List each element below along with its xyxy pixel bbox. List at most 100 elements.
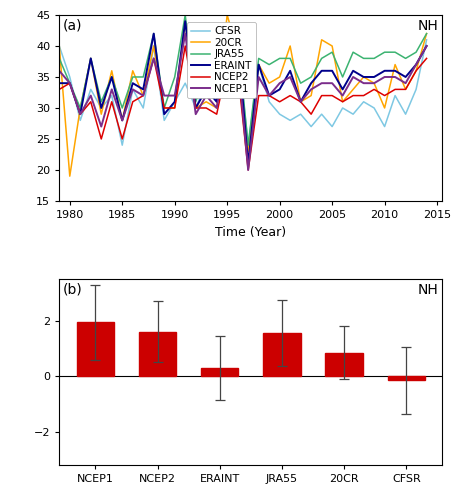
NCEP2 <box>276 99 282 105</box>
NCEP1 <box>245 167 250 173</box>
NCEP1 <box>67 80 72 86</box>
NCEP1 <box>151 56 156 62</box>
NCEP1 <box>360 80 365 86</box>
20CR <box>109 68 114 74</box>
NCEP2 <box>412 68 418 74</box>
JRA55 <box>287 56 292 62</box>
CFSR <box>182 80 187 86</box>
NCEP2 <box>360 92 365 98</box>
ERAINT <box>56 80 62 86</box>
ERAINT <box>370 74 376 80</box>
NCEP2 <box>119 136 125 142</box>
ERAINT <box>203 86 208 92</box>
NCEP2 <box>203 105 208 111</box>
20CR <box>161 105 167 111</box>
20CR <box>412 68 418 74</box>
CFSR <box>172 99 177 105</box>
NCEP2 <box>213 111 219 117</box>
CFSR <box>98 105 104 111</box>
ERAINT <box>266 92 271 98</box>
20CR <box>402 86 407 92</box>
JRA55 <box>370 56 376 62</box>
JRA55 <box>192 99 198 105</box>
NCEP1 <box>391 74 397 80</box>
NCEP1 <box>213 105 219 111</box>
20CR <box>172 105 177 111</box>
ERAINT <box>130 80 135 86</box>
Bar <box>263 333 300 376</box>
NCEP1 <box>119 118 125 124</box>
JRA55 <box>297 80 303 86</box>
20CR <box>203 99 208 105</box>
CFSR <box>88 86 93 92</box>
CFSR <box>412 86 418 92</box>
NCEP1 <box>182 30 187 36</box>
CFSR <box>67 74 72 80</box>
JRA55 <box>318 56 324 62</box>
JRA55 <box>255 56 261 62</box>
NCEP2 <box>318 92 324 98</box>
JRA55 <box>423 30 428 36</box>
CFSR <box>318 111 324 117</box>
JRA55 <box>109 74 114 80</box>
ERAINT <box>213 99 219 105</box>
CFSR <box>203 80 208 86</box>
20CR <box>245 148 250 154</box>
CFSR <box>255 62 261 68</box>
NCEP2 <box>234 68 240 74</box>
20CR <box>308 92 313 98</box>
Line: CFSR: CFSR <box>59 40 425 145</box>
NCEP2 <box>151 56 156 62</box>
NCEP2 <box>255 92 261 98</box>
20CR <box>276 74 282 80</box>
CFSR <box>349 111 355 117</box>
ERAINT <box>140 86 146 92</box>
20CR <box>98 111 104 117</box>
JRA55 <box>329 49 334 55</box>
CFSR <box>370 105 376 111</box>
ERAINT <box>308 80 313 86</box>
JRA55 <box>266 62 271 68</box>
ERAINT <box>329 68 334 74</box>
NCEP2 <box>297 99 303 105</box>
JRA55 <box>172 74 177 80</box>
JRA55 <box>151 30 156 36</box>
NCEP1 <box>318 80 324 86</box>
CFSR <box>151 43 156 49</box>
CFSR <box>213 99 219 105</box>
JRA55 <box>203 68 208 74</box>
NCEP2 <box>266 92 271 98</box>
20CR <box>224 12 229 18</box>
NCEP1 <box>203 92 208 98</box>
ERAINT <box>77 111 83 117</box>
20CR <box>151 43 156 49</box>
JRA55 <box>360 56 365 62</box>
20CR <box>370 80 376 86</box>
20CR <box>182 18 187 24</box>
JRA55 <box>339 74 344 80</box>
20CR <box>266 80 271 86</box>
CFSR <box>339 105 344 111</box>
ERAINT <box>423 43 428 49</box>
NCEP1 <box>381 74 386 80</box>
Line: 20CR: 20CR <box>59 15 425 176</box>
NCEP2 <box>182 43 187 49</box>
NCEP2 <box>245 167 250 173</box>
NCEP1 <box>140 92 146 98</box>
20CR <box>119 118 125 124</box>
CFSR <box>161 118 167 124</box>
Text: NH: NH <box>417 283 438 297</box>
ERAINT <box>349 68 355 74</box>
Text: NH: NH <box>417 18 438 32</box>
JRA55 <box>412 49 418 55</box>
JRA55 <box>213 80 219 86</box>
ERAINT <box>161 111 167 117</box>
20CR <box>213 105 219 111</box>
NCEP2 <box>161 105 167 111</box>
JRA55 <box>140 74 146 80</box>
20CR <box>234 49 240 55</box>
20CR <box>329 43 334 49</box>
20CR <box>349 86 355 92</box>
NCEP1 <box>224 43 229 49</box>
20CR <box>77 105 83 111</box>
